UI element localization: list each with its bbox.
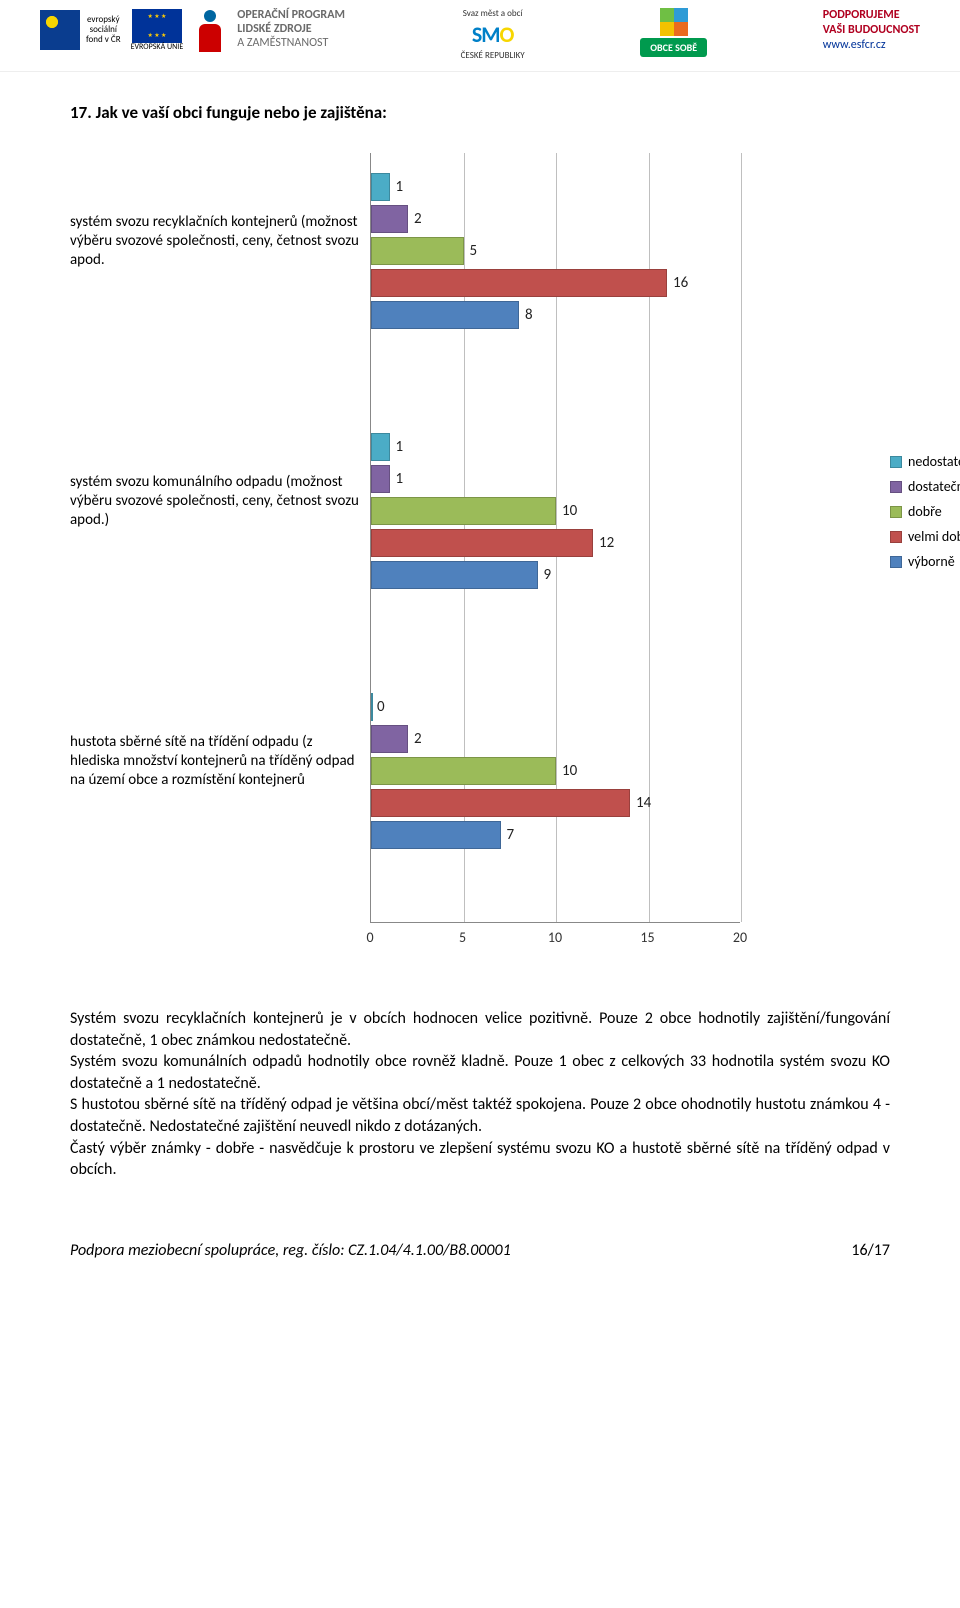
esf-mark-icon [40, 10, 80, 50]
footer-page: 16/17 [851, 1241, 890, 1260]
bar-value-label: 2 [414, 725, 422, 753]
body-text: Systém svozu recyklačních kontejnerů je … [70, 1008, 890, 1181]
eu-logo: EVROPSKÁ UNIE [131, 9, 184, 52]
bar-value-label: 0 [377, 693, 385, 721]
op-line3: A ZAMĚSTNANOST [237, 37, 345, 51]
bar-value-label: 9 [544, 561, 552, 589]
bar-value-label: 1 [396, 433, 404, 461]
legend-item-nedostatecne: nedostatečně [890, 453, 960, 470]
page-content: 17. Jak ve vaší obci funguje nebo je zaj… [0, 72, 960, 1201]
gridline [741, 153, 742, 922]
esf-line3: fond v ČR [86, 35, 121, 45]
obce-label: OBCE SOBĚ [640, 38, 707, 57]
legend-swatch [890, 481, 902, 493]
bar-nedostatecne [371, 173, 390, 201]
support-url: www.esfcr.cz [823, 38, 920, 53]
bar-value-label: 1 [396, 465, 404, 493]
esf-logo: evropský sociální fond v ČR [40, 10, 121, 50]
bar-value-label: 14 [636, 789, 651, 817]
x-tick-label: 20 [733, 929, 747, 946]
bar-value-label: 10 [562, 757, 577, 785]
smo-logo-block: Svaz měst a obcí SMO ČESKÉ REPUBLIKY [461, 8, 525, 61]
smo-logo-text: SMO [472, 21, 514, 48]
paragraph: Častý výběr známky - dobře - nasvědčuje … [70, 1138, 890, 1181]
legend-item-dobre: dobře [890, 503, 960, 520]
bar-dostatecne [371, 205, 408, 233]
legend-swatch [890, 456, 902, 468]
legend-label: velmi dobře [908, 528, 960, 545]
legend-item-dostatecne: dostatečně [890, 478, 960, 495]
smo-top: Svaz měst a obcí [463, 8, 523, 19]
bar-velmi_dobre [371, 269, 667, 297]
legend-item-velmi_dobre: velmi dobře [890, 528, 960, 545]
bar-dobre [371, 757, 556, 785]
puzzle-icon [660, 8, 688, 36]
bar-velmi_dobre [371, 529, 593, 557]
x-axis-ticks: 05101520 [370, 929, 740, 949]
bar-chart: systém svozu recyklačních kontejnerů (mo… [70, 153, 890, 983]
obce-sobe-block: OBCE SOBĚ [640, 8, 707, 57]
y-axis-labels: systém svozu recyklačních kontejnerů (mo… [70, 153, 360, 983]
legend-label: dostatečně [908, 478, 960, 495]
category-label: systém svozu komunálního odpadu (možnost… [70, 473, 360, 529]
bar-value-label: 1 [396, 173, 404, 201]
person-logo-icon [193, 8, 227, 52]
bar-vyborne [371, 561, 538, 589]
plot-area: 12516811101290210147 [370, 153, 740, 923]
bar-value-label: 16 [673, 269, 688, 297]
legend-swatch [890, 506, 902, 518]
section-title: 17. Jak ve vaší obci funguje nebo je zaj… [70, 102, 890, 123]
smo-sub: ČESKÉ REPUBLIKY [461, 50, 525, 61]
bar-vyborne [371, 821, 501, 849]
paragraph: Systém svozu recyklačních kontejnerů je … [70, 1008, 890, 1051]
x-tick-label: 0 [366, 929, 373, 946]
bar-value-label: 8 [525, 301, 533, 329]
bar-value-label: 2 [414, 205, 422, 233]
support-l1: PODPORUJEME [823, 8, 920, 23]
chart-legend: nedostatečně dostatečně dobře velmi dobře vý… [890, 453, 960, 578]
legend-label: výborně [908, 553, 955, 570]
bar-dobre [371, 237, 464, 265]
eu-flag-icon [132, 9, 182, 43]
bar-dostatecne [371, 465, 390, 493]
bar-dostatecne [371, 725, 408, 753]
footer-regno: Podpora meziobecní spolupráce, reg. čísl… [70, 1241, 511, 1260]
bar-value-label: 5 [470, 237, 478, 265]
category-label: systém svozu recyklačních kontejnerů (mo… [70, 213, 360, 269]
x-tick-label: 10 [548, 929, 562, 946]
legend-label: dobře [908, 503, 942, 520]
category-label: hustota sběrné sítě na třídění odpadu (z… [70, 733, 360, 789]
bar-nedostatecne [371, 433, 390, 461]
legend-swatch [890, 531, 902, 543]
paragraph: S hustotou sběrné sítě na tříděný odpad … [70, 1094, 890, 1137]
x-tick-label: 5 [459, 929, 466, 946]
esf-text: evropský sociální fond v ČR [86, 15, 121, 45]
eu-label: EVROPSKÁ UNIE [131, 43, 184, 52]
page-footer: Podpora meziobecní spolupráce, reg. čísl… [0, 1201, 960, 1290]
bar-dobre [371, 497, 556, 525]
op-program-text: OPERAČNÍ PROGRAM LIDSKÉ ZDROJE A ZAMĚSTN… [237, 9, 345, 50]
legend-swatch [890, 556, 902, 568]
bar-nedostatecne [371, 693, 373, 721]
legend-label: nedostatečně [908, 453, 960, 470]
support-l2: VAŠI BUDOUCNOST [823, 23, 920, 38]
bar-value-label: 12 [599, 529, 614, 557]
paragraph: Systém svozu komunálních odpadů hodnotil… [70, 1051, 890, 1094]
legend-item-vyborne: výborně [890, 553, 960, 570]
x-tick-label: 15 [640, 929, 654, 946]
support-text: PODPORUJEME VAŠI BUDOUCNOST www.esfcr.cz [823, 8, 920, 53]
bar-value-label: 10 [562, 497, 577, 525]
bar-velmi_dobre [371, 789, 630, 817]
sponsor-banner: evropský sociální fond v ČR EVROPSKÁ UNI… [0, 0, 960, 72]
op-line2: LIDSKÉ ZDROJE [237, 23, 345, 37]
banner-left: evropský sociální fond v ČR EVROPSKÁ UNI… [40, 8, 345, 52]
bar-value-label: 7 [507, 821, 515, 849]
op-line1: OPERAČNÍ PROGRAM [237, 9, 345, 23]
bar-vyborne [371, 301, 519, 329]
